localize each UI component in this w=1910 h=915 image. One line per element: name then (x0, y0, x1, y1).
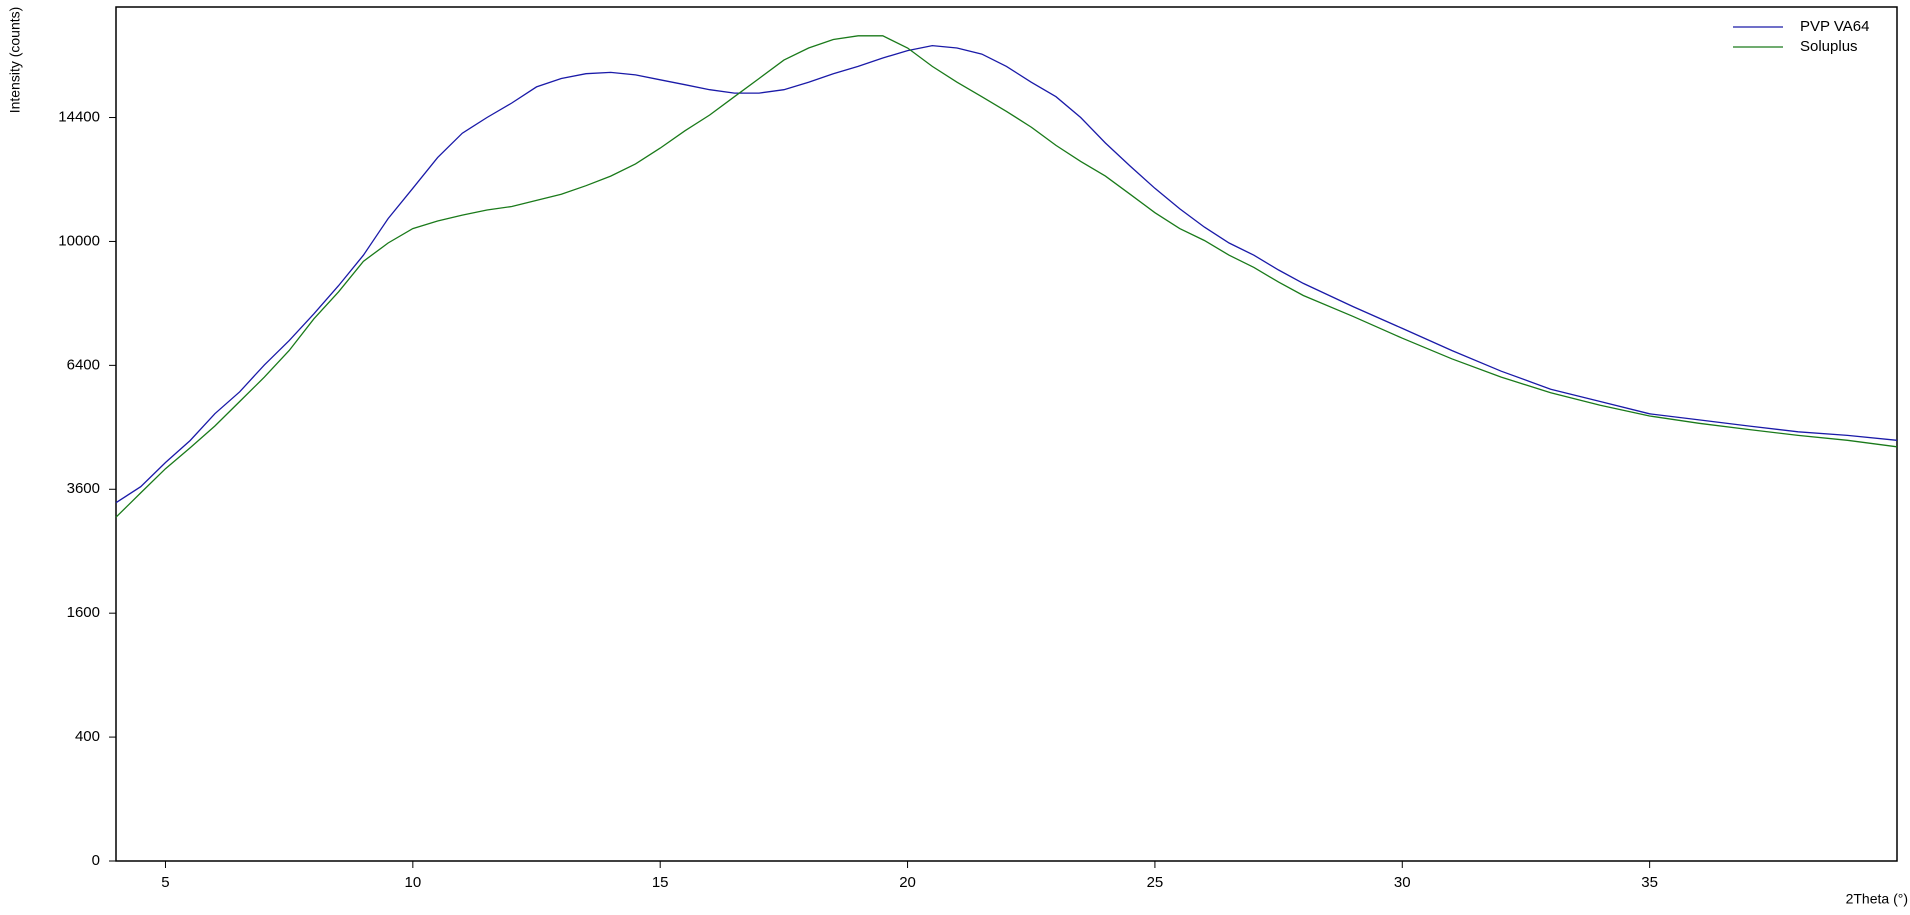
y-tick-label: 400 (75, 728, 100, 745)
x-tick-label: 20 (899, 874, 916, 891)
plot-frame (115, 6, 1898, 862)
y-tick-label: 3600 (67, 480, 100, 497)
x-tick-label: 35 (1641, 874, 1658, 891)
data-line (115, 35, 1898, 518)
legend-label: PVP VA64 (1800, 18, 1870, 35)
y-tick-label: 14400 (58, 109, 100, 126)
x-tick-label: 5 (161, 874, 169, 891)
x-tick-label: 15 (652, 874, 669, 891)
x-tick-label: 30 (1394, 874, 1411, 891)
data-line (115, 44, 1898, 504)
x-tick-label: 10 (404, 874, 421, 891)
legend-label: Soluplus (1800, 38, 1858, 55)
x-axis-label: 2Theta (°) (1846, 891, 1908, 907)
y-axis-label: Intensity (counts) (7, 7, 23, 114)
y-tick-label: 0 (92, 852, 100, 869)
x-tick-label: 25 (1147, 874, 1164, 891)
y-tick-label: 10000 (58, 232, 100, 249)
y-tick-label: 6400 (67, 356, 100, 373)
y-tick-label: 1600 (67, 604, 100, 621)
